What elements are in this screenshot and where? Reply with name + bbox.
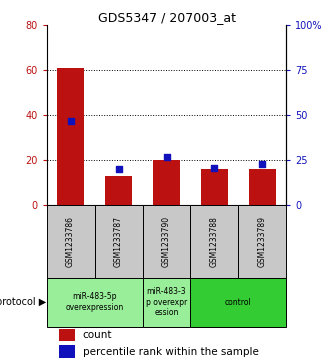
Text: GSM1233787: GSM1233787 bbox=[114, 216, 123, 267]
Bar bbox=[105, 176, 132, 205]
Point bbox=[164, 154, 169, 160]
Bar bbox=[201, 170, 228, 205]
Text: GSM1233786: GSM1233786 bbox=[66, 216, 75, 267]
Text: GSM1233790: GSM1233790 bbox=[162, 216, 171, 267]
Text: control: control bbox=[225, 298, 252, 307]
Bar bbox=[153, 160, 180, 205]
Bar bbox=[57, 68, 84, 205]
Point bbox=[212, 165, 217, 171]
Point bbox=[260, 161, 265, 167]
Bar bbox=[143, 278, 190, 327]
Bar bbox=[190, 278, 286, 327]
Text: percentile rank within the sample: percentile rank within the sample bbox=[83, 347, 258, 356]
Bar bbox=[249, 170, 276, 205]
Text: GSM1233789: GSM1233789 bbox=[258, 216, 267, 267]
Bar bbox=[47, 278, 143, 327]
Point bbox=[116, 167, 121, 172]
Text: protocol ▶: protocol ▶ bbox=[0, 297, 47, 307]
Title: GDS5347 / 207003_at: GDS5347 / 207003_at bbox=[98, 11, 235, 24]
Text: miR-483-5p
overexpression: miR-483-5p overexpression bbox=[66, 292, 124, 312]
Text: count: count bbox=[83, 330, 112, 340]
Text: GSM1233788: GSM1233788 bbox=[210, 216, 219, 267]
Bar bbox=[47, 205, 95, 278]
Bar bbox=[95, 205, 143, 278]
Point bbox=[68, 118, 73, 124]
Bar bbox=[59, 345, 75, 358]
Bar bbox=[143, 205, 190, 278]
Bar bbox=[190, 205, 238, 278]
Text: miR-483-3
p overexpr
ession: miR-483-3 p overexpr ession bbox=[146, 287, 187, 317]
Bar bbox=[59, 329, 75, 341]
Bar bbox=[238, 205, 286, 278]
